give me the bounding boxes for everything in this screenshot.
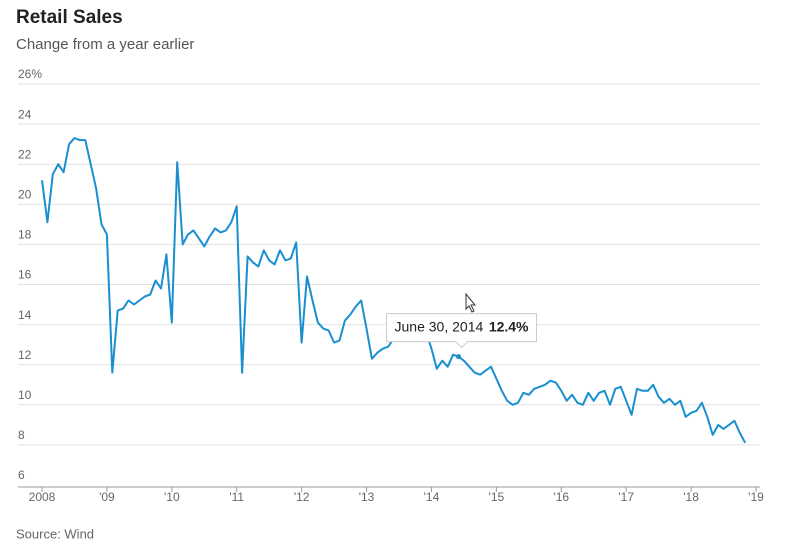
x-tick-label: '15 xyxy=(489,490,505,504)
x-tick-label: '16 xyxy=(553,490,569,504)
y-tick-label: 12 xyxy=(18,348,32,362)
x-tick-label: '18 xyxy=(683,490,699,504)
chart-subtitle: Change from a year earlier xyxy=(16,36,194,53)
data-line xyxy=(41,137,747,444)
y-tick-label: 20 xyxy=(18,187,32,201)
tooltip-box xyxy=(386,313,538,349)
x-tick-label: '10 xyxy=(164,490,180,504)
source: Source: Wind xyxy=(16,526,94,541)
x-tick-label: '19 xyxy=(748,490,764,504)
hover-point xyxy=(456,354,462,360)
x-tick-label: '13 xyxy=(359,490,375,504)
tooltip-date: June 30, 2014 xyxy=(395,318,484,334)
x-tick-label: '17 xyxy=(618,490,634,504)
x-tick-label: '09 xyxy=(99,490,115,504)
x-tick-label: '14 xyxy=(424,490,440,504)
tooltip-value: 12.4% xyxy=(489,318,529,334)
cursor xyxy=(465,292,477,313)
y-tick-label: 24 xyxy=(18,107,32,121)
x-tick-label: '11 xyxy=(229,490,244,504)
tooltip: June 30, 2014 12.4% xyxy=(386,313,538,349)
y-tick-label: 16 xyxy=(18,268,32,282)
chart-title: Retail Sales xyxy=(16,7,123,28)
y-tick-label: 18 xyxy=(18,228,32,242)
y-tick-label: 10 xyxy=(18,388,32,402)
y-tick-label: 22 xyxy=(18,147,32,161)
y-tick-label: 14 xyxy=(18,308,32,322)
y-tick-label: 8 xyxy=(18,428,25,442)
y-tick-label: 26% xyxy=(18,67,42,81)
x-tick-label: 2008 xyxy=(29,490,56,504)
y-tick-label: 6 xyxy=(18,468,25,482)
x-tick-label: '12 xyxy=(294,490,310,504)
